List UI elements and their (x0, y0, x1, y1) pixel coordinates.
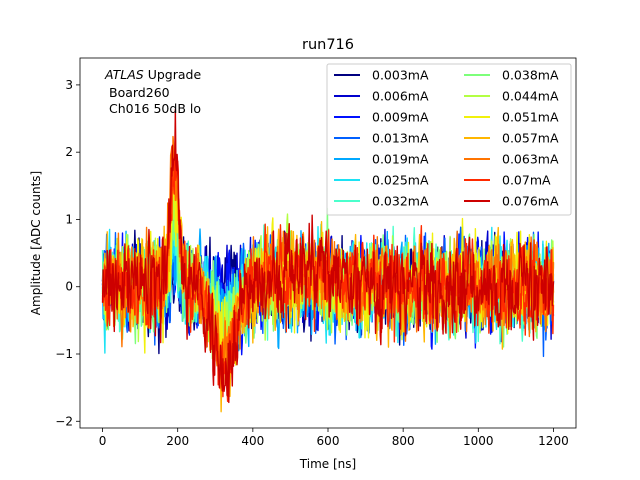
legend-label: 0.003mA (372, 68, 429, 83)
x-tick-label: 0 (99, 434, 107, 448)
legend-label: 0.032mA (372, 194, 429, 209)
x-tick-label: 600 (317, 434, 340, 448)
y-tick-label: −1 (55, 347, 73, 361)
y-tick-label: 2 (65, 145, 73, 159)
legend-label: 0.038mA (502, 68, 559, 83)
chart-title: run716 (302, 37, 354, 53)
annotation-line-1: ATLAS Upgrade (104, 67, 201, 82)
x-tick-label: 1000 (463, 434, 494, 448)
annotation-line-3: Ch016 50dB lo (109, 101, 201, 116)
legend-label: 0.019mA (372, 152, 429, 167)
legend-box (326, 63, 572, 216)
y-tick-label: 0 (65, 280, 73, 294)
legend-label: 0.009mA (372, 110, 429, 125)
legend-label: 0.013mA (372, 131, 429, 146)
legend-label: 0.006mA (372, 89, 429, 104)
legend-label: 0.025mA (372, 173, 429, 188)
y-tick-label: −2 (55, 414, 73, 428)
legend: 0.003mA 0.006mA 0.009mA 0.013mA 0.019mA 0.025… (326, 63, 572, 216)
legend-label: 0.076mA (502, 194, 559, 209)
y-axis: −2 −1 0 1 2 3 (55, 78, 80, 428)
legend-label: 0.044mA (502, 89, 559, 104)
x-tick-label: 200 (166, 434, 189, 448)
annotation-line-2: Board260 (109, 85, 170, 100)
legend-label: 0.063mA (502, 152, 559, 167)
annotation-upgrade: Upgrade (144, 67, 202, 82)
legend-label: 0.057mA (502, 131, 559, 146)
x-axis-label: Time [ns] (299, 457, 356, 471)
legend-label: 0.051mA (502, 110, 559, 125)
series-line (101, 108, 555, 404)
y-tick-label: 1 (65, 212, 73, 226)
x-tick-label: 400 (241, 434, 264, 448)
legend-label: 0.07mA (502, 173, 551, 188)
annotation-atlas: ATLAS (104, 67, 144, 82)
y-axis-label: Amplitude [ADC counts] (29, 171, 43, 315)
x-tick-label: 1200 (538, 434, 569, 448)
series-layer (101, 108, 555, 413)
y-tick-label: 3 (65, 78, 73, 92)
annotation: ATLAS Upgrade Board260 Ch016 50dB lo (104, 67, 201, 116)
x-axis: 0 200 400 600 800 1000 1200 (99, 428, 569, 448)
legend-entries: 0.003mA 0.006mA 0.009mA 0.013mA 0.019mA 0.025… (334, 68, 559, 209)
x-tick-label: 800 (392, 434, 415, 448)
